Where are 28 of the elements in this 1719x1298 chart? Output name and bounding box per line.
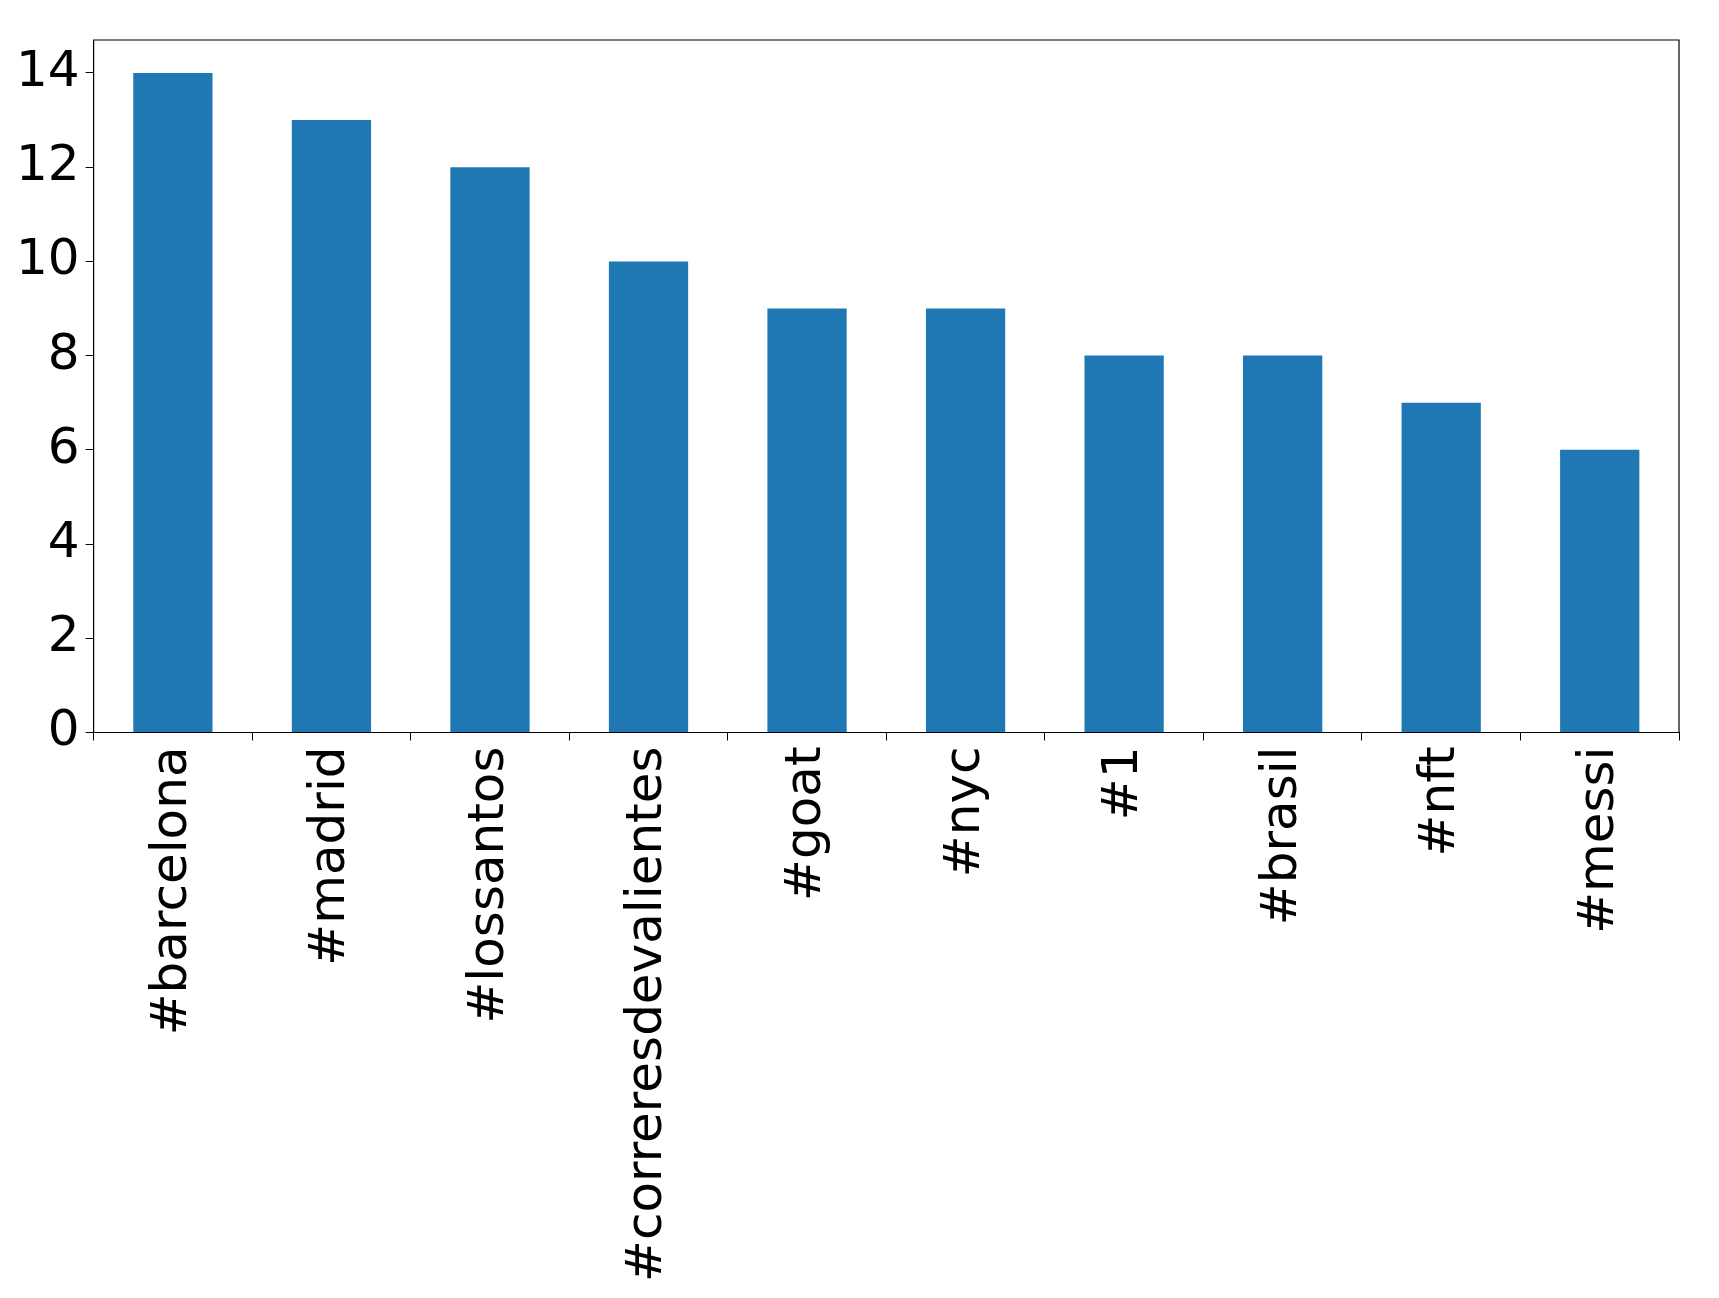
- x-tick-label: #madrid: [298, 746, 357, 966]
- x-tick-label: #messi: [1566, 746, 1625, 934]
- bar: [1243, 355, 1323, 732]
- bar: [1560, 449, 1640, 732]
- bar: [608, 261, 689, 732]
- x-tick-label: #correresdevalientes: [615, 746, 674, 1283]
- bar: [925, 308, 1006, 732]
- x-tick-label: #1: [1091, 746, 1150, 821]
- x-tick-label: #nft: [1408, 746, 1467, 857]
- bar: [1084, 355, 1164, 732]
- bar: [450, 167, 530, 732]
- x-tick-label: #goat: [774, 746, 833, 901]
- y-tick-label: 8: [47, 322, 80, 381]
- y-tick-label: 6: [47, 416, 80, 475]
- y-tick-label: 4: [47, 511, 80, 570]
- y-tick-label: 0: [47, 699, 80, 758]
- x-tick-label: #brasil: [1249, 746, 1308, 926]
- y-tick-label: 14: [16, 39, 80, 98]
- bar: [291, 120, 372, 732]
- y-tick-label: 2: [47, 605, 80, 664]
- x-tick-label: #barcelona: [139, 746, 198, 1036]
- y-tick-label: 10: [16, 228, 80, 287]
- bar: [133, 72, 213, 732]
- x-tick-label: #lossantos: [456, 746, 515, 1024]
- y-tick-label: 12: [16, 134, 80, 193]
- bar: [1401, 402, 1481, 732]
- bar: [767, 308, 847, 732]
- x-tick-label: #nyc: [932, 746, 991, 878]
